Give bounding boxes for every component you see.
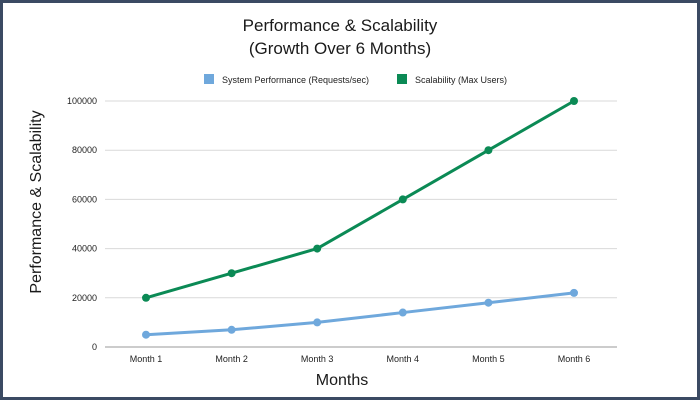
series-group <box>142 97 578 339</box>
data-point-2 <box>313 244 322 253</box>
legend-label-1: System Performance (Requests/sec) <box>222 75 369 85</box>
x-tick-label: Month 2 <box>215 354 248 364</box>
x-tick-label: Month 5 <box>472 354 505 364</box>
data-point-1 <box>142 330 150 339</box>
y-tick-label: 80000 <box>72 145 97 155</box>
y-tick-label: 60000 <box>72 194 97 204</box>
x-tick-label: Month 6 <box>558 354 591 364</box>
data-point-1 <box>484 298 493 307</box>
data-point-1 <box>398 308 407 317</box>
series-line-1 <box>144 291 576 337</box>
legend-label-2: Scalability (Max Users) <box>415 75 507 85</box>
y-tick-label: 100000 <box>67 96 97 106</box>
data-point-1 <box>227 325 236 334</box>
line-chart: Performance & Scalability (Growth Over 6… <box>28 16 617 389</box>
gridlines <box>105 100 617 348</box>
chart-title-line-1: Performance & Scalability <box>243 16 438 35</box>
data-point-2 <box>142 293 150 302</box>
y-tick-label: 40000 <box>72 244 97 254</box>
series-line-2 <box>144 99 576 300</box>
x-tick-label: Month 3 <box>301 354 334 364</box>
legend: System Performance (Requests/sec) Scalabi… <box>204 74 507 85</box>
data-point-2 <box>484 146 493 155</box>
chart-title-line-2: (Growth Over 6 Months) <box>249 39 431 58</box>
y-tick-label: 0 <box>92 342 97 352</box>
y-axis-ticks: 0 20000 40000 60000 80000 100000 <box>67 96 97 352</box>
legend-swatch-1 <box>204 74 214 84</box>
data-point-1 <box>570 288 578 297</box>
data-point-1 <box>313 318 322 327</box>
legend-swatch-2 <box>397 74 407 84</box>
data-point-2 <box>570 97 578 105</box>
chart-frame: Performance & Scalability (Growth Over 6… <box>3 3 697 397</box>
x-axis-label: Months <box>316 372 368 389</box>
y-tick-label: 20000 <box>72 293 97 303</box>
x-tick-label: Month 4 <box>387 354 420 364</box>
y-axis-label: Performance & Scalability <box>28 110 45 293</box>
data-point-2 <box>398 195 407 204</box>
x-axis-ticks: Month 1 Month 2 Month 3 Month 4 Month 5 Month… <box>130 354 591 364</box>
x-tick-label: Month 1 <box>130 354 163 364</box>
data-point-2 <box>227 269 236 278</box>
